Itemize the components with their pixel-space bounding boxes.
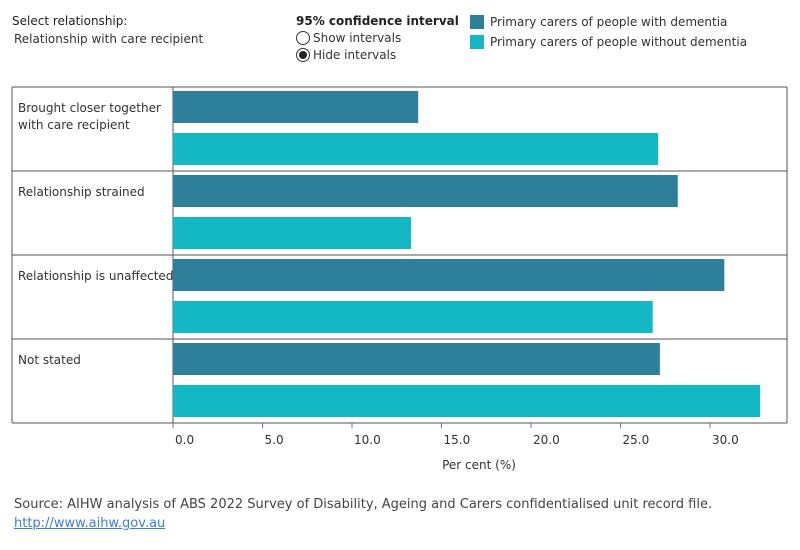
- legend-item-with-dementia[interactable]: Primary carers of people with dementia: [470, 15, 727, 29]
- x-tick-label: 10.0: [354, 433, 381, 447]
- x-axis-label: Per cent (%): [442, 458, 516, 472]
- legend-swatch-without-dementia: [470, 35, 484, 49]
- legend-label-with-dementia: Primary carers of people with dementia: [490, 15, 728, 29]
- bar: [173, 133, 659, 165]
- legend-label-without-dementia: Primary carers of people without dementi…: [490, 35, 748, 49]
- show-intervals-radio[interactable]: Show intervals: [296, 31, 401, 45]
- category-label: Relationship is unaffected: [18, 269, 173, 283]
- legend-swatch-with-dementia: [470, 15, 484, 29]
- x-tick-label: 5.0: [265, 433, 284, 447]
- source-note: Source: AIHW analysis of ABS 2022 Survey…: [14, 497, 713, 512]
- bar: [173, 217, 412, 249]
- aihw-link[interactable]: http://www.aihw.gov.au: [14, 516, 166, 531]
- bar: [173, 385, 761, 417]
- x-tick-label: 30.0: [712, 433, 739, 447]
- bar: [173, 175, 678, 207]
- relationship-dropdown[interactable]: Relationship with care recipient: [14, 32, 204, 46]
- category-label: Relationship strained: [18, 185, 145, 199]
- confidence-interval-title: 95% confidence interval: [296, 14, 459, 28]
- bar: [173, 343, 660, 375]
- category-label: Brought closer together: [18, 101, 161, 115]
- x-tick-label: 0.0: [175, 433, 194, 447]
- bar-chart: Brought closer together with care recipie…: [11, 86, 788, 472]
- radio-unselected-icon[interactable]: [296, 31, 310, 45]
- x-tick-label: 25.0: [623, 433, 650, 447]
- show-intervals-label: Show intervals: [313, 31, 402, 45]
- radio-selected-icon[interactable]: [296, 48, 310, 62]
- hide-intervals-radio[interactable]: Hide intervals: [296, 48, 396, 62]
- x-tick-label: 20.0: [533, 433, 560, 447]
- bar: [173, 91, 419, 123]
- select-relationship-label: Select relationship:: [12, 14, 128, 28]
- bar: [173, 259, 725, 291]
- legend-item-without-dementia[interactable]: Primary carers of people without dementi…: [470, 35, 747, 49]
- hide-intervals-label: Hide intervals: [313, 48, 397, 62]
- bar: [173, 301, 653, 333]
- category-label: Not stated: [18, 353, 81, 367]
- category-label: with care recipient: [18, 118, 130, 132]
- x-tick-label: 15.0: [444, 433, 471, 447]
